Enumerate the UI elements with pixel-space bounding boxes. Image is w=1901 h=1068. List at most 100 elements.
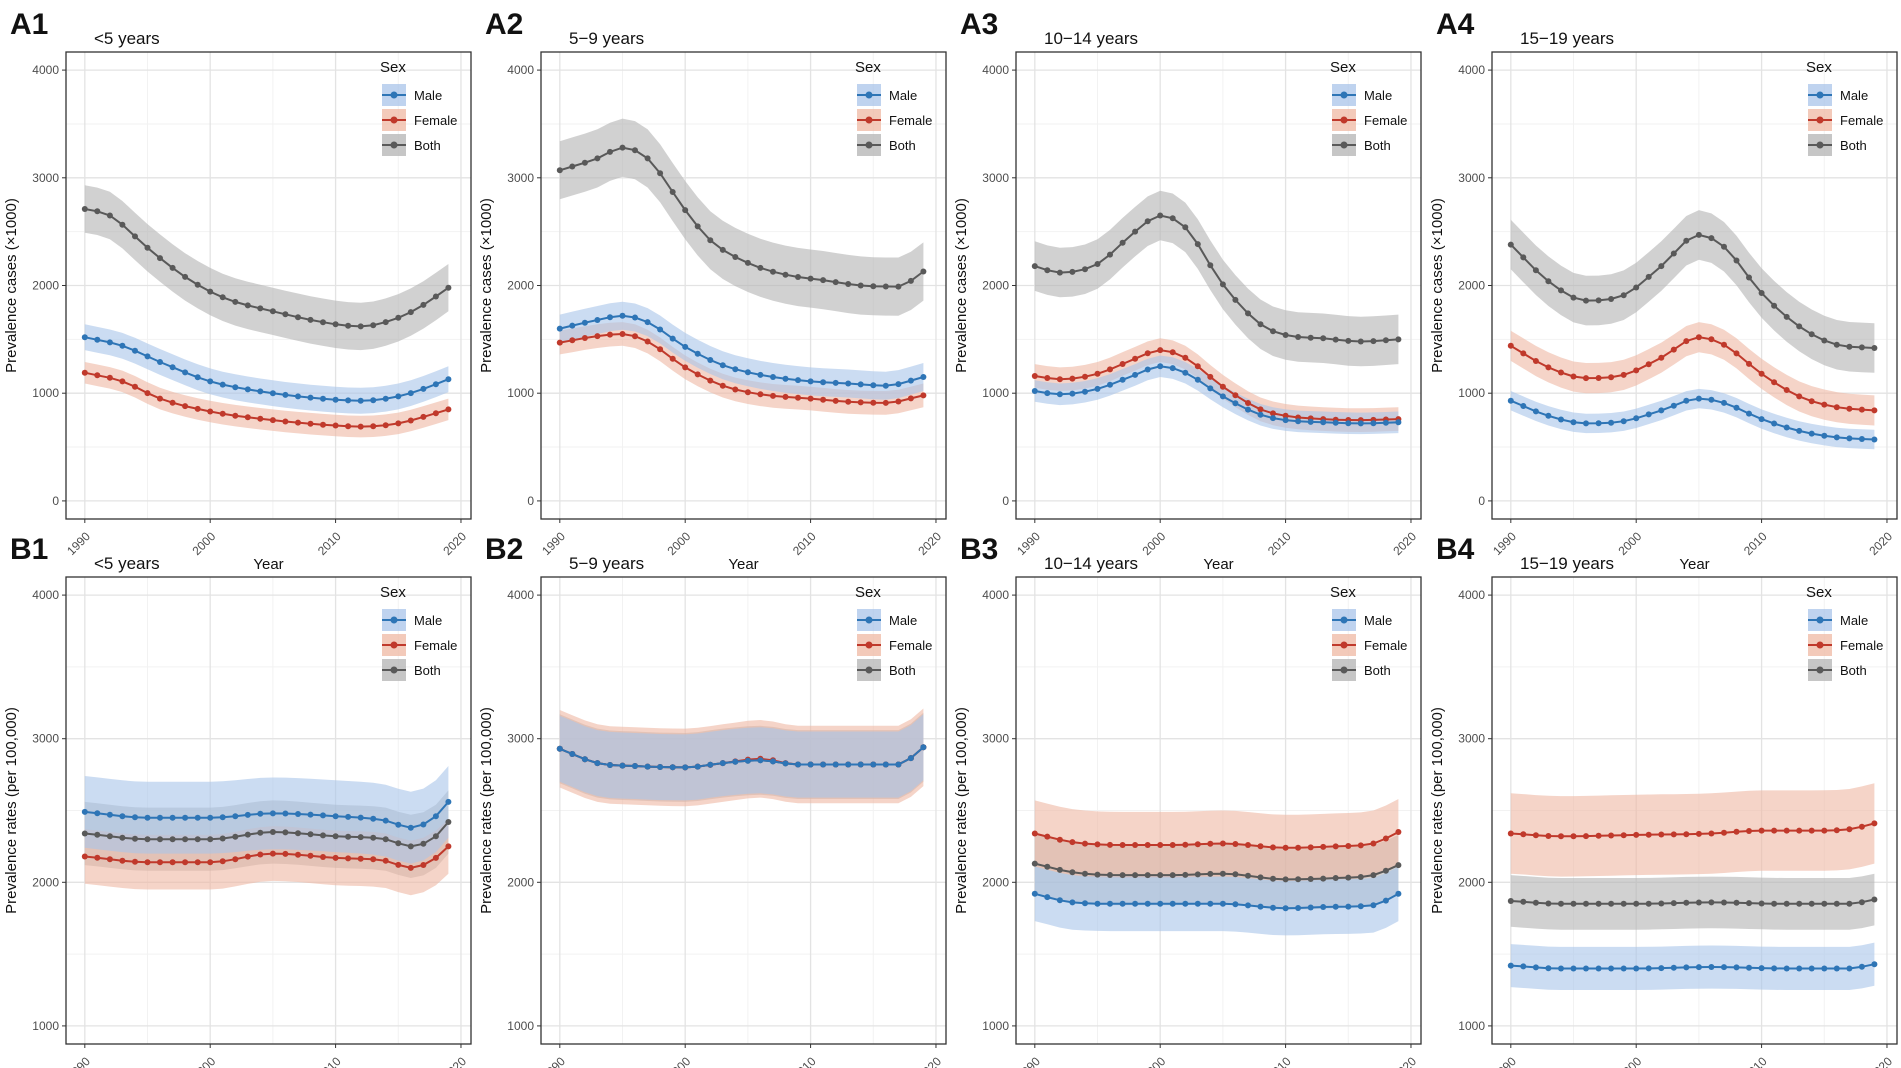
data-point-both (644, 155, 651, 162)
data-point-female (1633, 367, 1640, 374)
y-axis-title: Prevalence cases (×1000) (478, 198, 495, 373)
data-point-both (1570, 900, 1577, 907)
data-point-both (1232, 871, 1239, 878)
data-point-male (182, 369, 189, 376)
data-point-female (1545, 833, 1552, 839)
data-point-both (1132, 228, 1139, 235)
data-point-both (1307, 876, 1314, 882)
data-point-both (1871, 345, 1878, 351)
data-point-male (1746, 964, 1752, 971)
data-point-both (1620, 292, 1627, 299)
data-point-female (782, 393, 789, 400)
y-tick-label: 4000 (1458, 63, 1485, 77)
data-point-both (1169, 872, 1176, 879)
data-point-male (144, 353, 151, 360)
data-point-female (1608, 374, 1615, 381)
data-point-male (157, 359, 163, 365)
data-point-female (1595, 375, 1602, 381)
data-point-both (420, 840, 427, 847)
data-point-both (1758, 290, 1765, 296)
data-point-both (219, 294, 226, 301)
data-point-female (1846, 826, 1853, 833)
data-point-male (832, 761, 839, 768)
data-point-male (432, 813, 439, 820)
data-point-male (1082, 900, 1088, 907)
data-point-both (1808, 331, 1815, 338)
data-point-male (1320, 904, 1327, 910)
data-point-male (1620, 965, 1627, 972)
data-point-both (657, 170, 664, 177)
data-point-both (1645, 900, 1652, 907)
data-point-female (370, 856, 377, 863)
data-point-female (694, 371, 701, 378)
y-axis-title: Prevalence cases (×1000) (3, 198, 20, 373)
data-point-both (569, 163, 576, 170)
data-point-male (1345, 420, 1352, 427)
data-point-male (1858, 963, 1865, 970)
data-point-female (1733, 350, 1740, 357)
data-point-both (1219, 281, 1226, 288)
data-point-female (1069, 375, 1076, 382)
data-point-female (1708, 830, 1715, 837)
data-point-both (1382, 867, 1389, 874)
data-point-both (219, 835, 226, 842)
data-point-male (445, 376, 452, 383)
data-point-female (257, 851, 264, 858)
legend-key-point-male (1340, 91, 1348, 99)
data-point-both (345, 322, 352, 329)
data-point-male (1633, 415, 1640, 422)
data-point-female (282, 850, 289, 857)
data-point-both (1056, 866, 1063, 873)
data-point-both (1370, 872, 1377, 879)
data-point-both (920, 268, 927, 275)
y-tick-label: 4000 (507, 588, 534, 602)
data-point-female (1545, 364, 1552, 371)
data-point-female (1821, 401, 1828, 408)
data-point-both (1821, 900, 1828, 907)
ci-band-female (1034, 799, 1399, 881)
x-tick-label: 1990 (539, 529, 568, 558)
plot-border (65, 576, 472, 1045)
data-point-female (632, 333, 638, 340)
data-point-both (1620, 900, 1627, 907)
data-point-both (81, 830, 88, 837)
data-point-male (106, 339, 113, 346)
legend-key-point-female (390, 116, 398, 124)
data-point-male (1144, 366, 1151, 373)
x-axis-title: Year (728, 556, 758, 573)
data-point-male (581, 319, 588, 326)
data-point-male (632, 314, 638, 321)
data-point-female (669, 355, 676, 362)
data-point-both (169, 836, 176, 843)
data-point-female (744, 389, 751, 396)
x-tick-label: 2020 (1390, 1054, 1419, 1068)
data-point-male (1645, 965, 1652, 972)
data-point-both (320, 319, 326, 326)
data-point-male (1708, 964, 1715, 970)
data-point-male (1796, 965, 1803, 972)
x-tick-label: 2020 (1866, 529, 1895, 558)
data-point-female (194, 405, 201, 412)
data-point-female (1270, 844, 1276, 851)
data-point-both (1570, 294, 1577, 301)
x-tick-label: 2000 (1140, 529, 1169, 558)
data-point-both (1721, 899, 1727, 906)
data-point-female (719, 382, 726, 389)
data-point-both (1320, 335, 1327, 342)
data-point-female (657, 346, 664, 353)
legend-key-point-both (865, 141, 873, 149)
legend-title: Sex (855, 59, 881, 76)
data-point-both (357, 323, 364, 330)
data-point-male (782, 760, 789, 767)
data-point-both (870, 283, 877, 290)
data-point-both (770, 268, 776, 275)
data-point-both (232, 298, 239, 305)
panel-title: 15−19 years (1520, 554, 1614, 573)
data-point-male (619, 312, 626, 319)
data-point-male (370, 397, 377, 404)
plot-border (1491, 576, 1898, 1045)
data-point-female (1107, 841, 1113, 848)
data-point-male (569, 322, 576, 329)
data-point-both (1733, 257, 1740, 264)
data-point-female (1182, 354, 1189, 361)
